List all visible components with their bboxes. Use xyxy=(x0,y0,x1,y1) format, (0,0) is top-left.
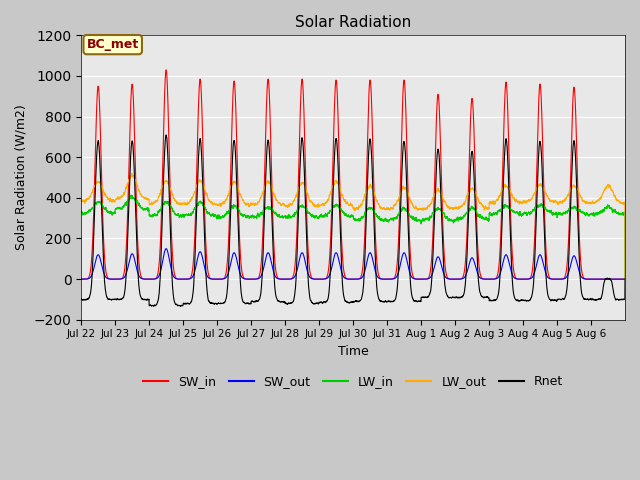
Rnet xyxy=(150,303,157,309)
SW_out xyxy=(77,276,85,282)
SW_out xyxy=(588,276,595,282)
SW_out xyxy=(543,273,551,279)
Line: SW_in: SW_in xyxy=(81,70,625,279)
SW_out xyxy=(529,274,537,279)
LW_out xyxy=(128,171,136,177)
SW_in xyxy=(77,276,85,282)
LW_in xyxy=(127,192,135,198)
SW_in xyxy=(529,263,537,269)
LW_out xyxy=(621,276,629,282)
Rnet xyxy=(374,289,381,295)
LW_out xyxy=(373,198,381,204)
SW_in xyxy=(163,67,170,73)
Rnet xyxy=(190,275,198,280)
Y-axis label: Solar Radiation (W/m2): Solar Radiation (W/m2) xyxy=(15,105,28,251)
Rnet xyxy=(621,276,629,281)
SW_in xyxy=(502,80,510,85)
LW_in xyxy=(77,210,85,216)
X-axis label: Time: Time xyxy=(338,345,369,358)
LW_in xyxy=(543,207,551,213)
SW_in xyxy=(403,127,410,132)
LW_in xyxy=(502,203,510,209)
Rnet xyxy=(502,137,510,143)
Rnet xyxy=(163,132,170,138)
Text: BC_met: BC_met xyxy=(86,38,139,51)
SW_out xyxy=(403,255,410,261)
LW_in xyxy=(621,276,629,282)
LW_out xyxy=(543,193,551,199)
LW_out xyxy=(403,187,410,192)
LW_out xyxy=(502,183,510,189)
LW_in xyxy=(403,208,410,214)
SW_in xyxy=(543,262,551,267)
Line: LW_in: LW_in xyxy=(81,195,625,279)
LW_out xyxy=(190,191,198,196)
Rnet xyxy=(529,286,537,292)
SW_out xyxy=(502,252,510,258)
Line: Rnet: Rnet xyxy=(81,135,625,306)
SW_out xyxy=(621,276,629,282)
Rnet xyxy=(77,296,85,302)
Line: LW_out: LW_out xyxy=(81,174,625,279)
SW_in xyxy=(588,276,595,282)
SW_out xyxy=(163,246,170,252)
LW_in xyxy=(190,206,198,212)
Line: SW_out: SW_out xyxy=(81,249,625,279)
SW_in xyxy=(190,249,198,255)
LW_out xyxy=(529,193,537,199)
SW_in xyxy=(621,276,629,282)
LW_in xyxy=(529,207,537,213)
Rnet xyxy=(403,177,410,182)
SW_out xyxy=(190,271,198,276)
SW_out xyxy=(373,273,381,279)
Legend: SW_in, SW_out, LW_in, LW_out, Rnet: SW_in, SW_out, LW_in, LW_out, Rnet xyxy=(138,370,568,393)
Title: Solar Radiation: Solar Radiation xyxy=(295,15,412,30)
LW_in xyxy=(373,213,381,218)
LW_out xyxy=(77,197,85,203)
Rnet xyxy=(543,287,551,292)
SW_in xyxy=(373,263,381,269)
